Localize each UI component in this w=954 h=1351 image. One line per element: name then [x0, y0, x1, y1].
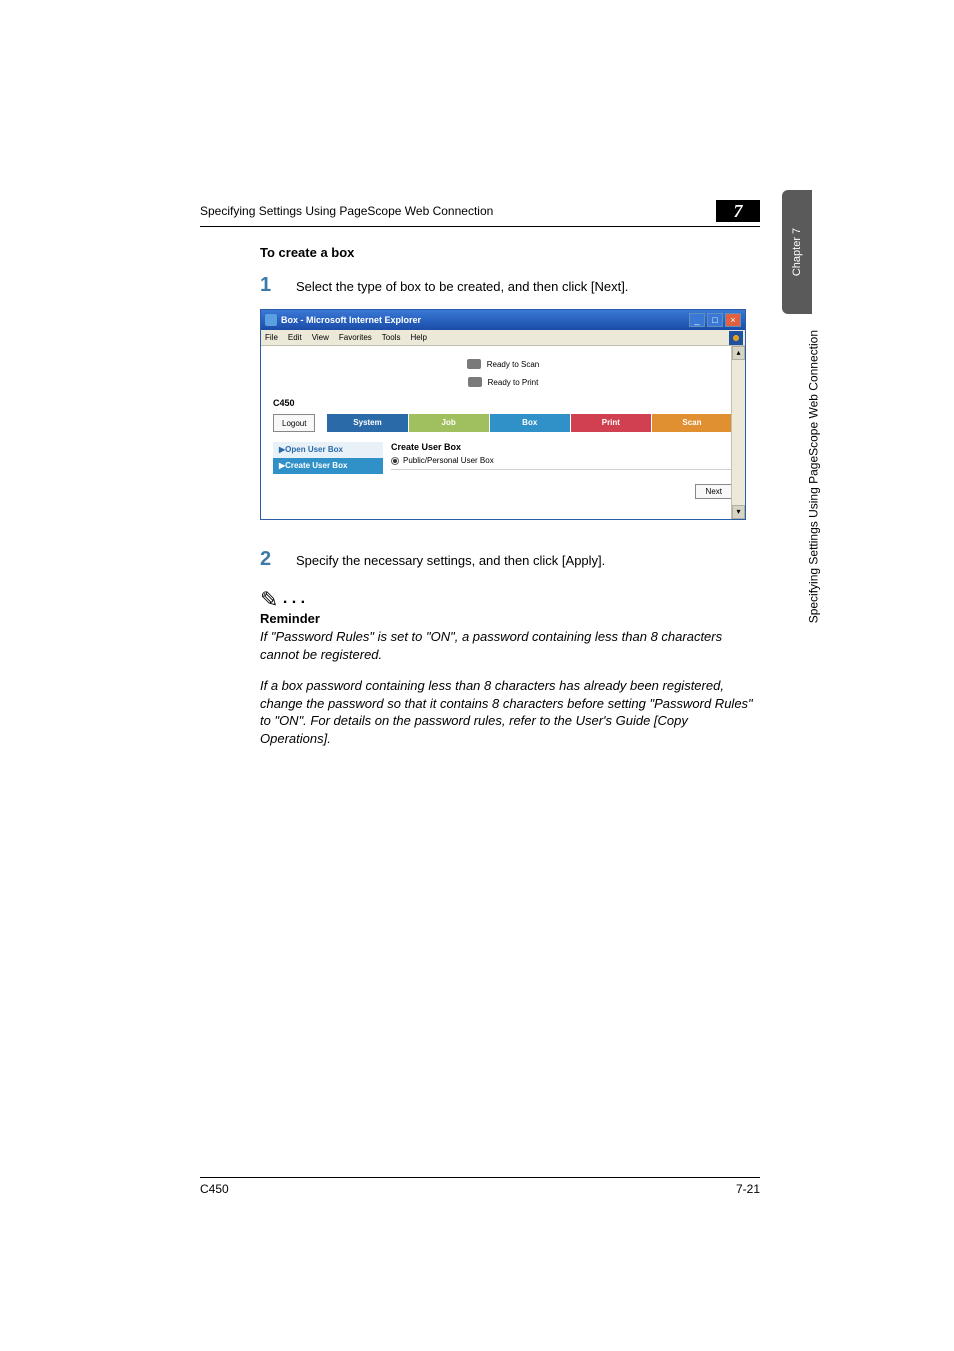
menu-file[interactable]: File — [265, 333, 278, 342]
header-title: Specifying Settings Using PageScope Web … — [200, 204, 716, 218]
side-nav: ▶Open User Box ▶Create User Box — [273, 442, 383, 499]
radio-public-personal[interactable]: Public/Personal User Box — [391, 456, 733, 465]
section-heading: To create a box — [260, 245, 760, 260]
main-pane: Create User Box Public/Personal User Box… — [383, 442, 733, 499]
next-button[interactable]: Next — [695, 484, 733, 499]
page-header: Specifying Settings Using PageScope Web … — [200, 200, 760, 227]
logout-button[interactable]: Logout — [273, 414, 315, 432]
chapter-side-tab-text: Chapter 7 — [791, 202, 803, 302]
tab-system[interactable]: System — [327, 414, 408, 432]
step-2-number: 2 — [260, 548, 296, 571]
side-vertical-title: Specifying Settings Using PageScope Web … — [806, 330, 820, 623]
menu-view[interactable]: View — [312, 333, 329, 342]
window-title: Box - Microsoft Internet Explorer — [281, 315, 689, 325]
close-button[interactable]: × — [725, 313, 741, 327]
step-2: 2 Specify the necessary settings, and th… — [260, 548, 760, 571]
maximize-button[interactable]: □ — [707, 313, 723, 327]
menu-tools[interactable]: Tools — [382, 333, 401, 342]
divider — [391, 469, 733, 470]
menubar: File Edit View Favorites Tools Help — [261, 330, 745, 346]
tab-job[interactable]: Job — [409, 414, 490, 432]
step-2-text: Specify the necessary settings, and then… — [296, 553, 605, 568]
status-scan: Ready to Scan — [487, 360, 539, 369]
pane-title: Create User Box — [391, 442, 733, 452]
window-controls: _ □ × — [689, 313, 741, 327]
pencil-icon: ✎ — [260, 587, 278, 613]
scanner-icon — [467, 359, 481, 369]
ie-throbber-icon — [729, 331, 743, 345]
device-logo: C450 — [273, 398, 733, 408]
radio-label: Public/Personal User Box — [403, 456, 494, 465]
minimize-button[interactable]: _ — [689, 313, 705, 327]
tab-print[interactable]: Print — [571, 414, 652, 432]
reminder-heading: Reminder — [260, 611, 760, 626]
tab-scan[interactable]: Scan — [652, 414, 733, 432]
browser-window: Box - Microsoft Internet Explorer _ □ × … — [260, 309, 746, 520]
scrollbar[interactable]: ▴ ▾ — [731, 346, 745, 519]
pencil-dots: . . . — [283, 590, 305, 607]
footer-model: C450 — [200, 1182, 229, 1196]
titlebar: Box - Microsoft Internet Explorer _ □ × — [261, 310, 745, 330]
tab-box[interactable]: Box — [490, 414, 571, 432]
menu-help[interactable]: Help — [410, 333, 426, 342]
printer-icon — [468, 377, 482, 387]
menu-edit[interactable]: Edit — [288, 333, 302, 342]
chapter-side-tab: Chapter 7 — [782, 190, 812, 314]
step-1-number: 1 — [260, 274, 296, 297]
browser-content: Ready to Scan Ready to Print C450 Logout… — [261, 346, 745, 519]
chapter-badge: 7 — [716, 200, 760, 222]
menu-favorites[interactable]: Favorites — [339, 333, 372, 342]
radio-icon[interactable] — [391, 457, 399, 465]
sidenav-create-user-box[interactable]: ▶Create User Box — [273, 458, 383, 474]
reminder-paragraph-2: If a box password containing less than 8… — [260, 677, 760, 747]
reminder-paragraph-1: If "Password Rules" is set to "ON", a pa… — [260, 628, 760, 663]
scroll-down-icon[interactable]: ▾ — [732, 505, 745, 519]
reminder-block: ✎ . . . Reminder If "Password Rules" is … — [200, 583, 760, 747]
status-area: Ready to Scan Ready to Print — [273, 356, 733, 392]
scroll-up-icon[interactable]: ▴ — [732, 346, 745, 360]
sidenav-open-user-box[interactable]: ▶Open User Box — [273, 442, 383, 458]
step-1: 1 Select the type of box to be created, … — [260, 274, 760, 297]
ie-icon — [265, 314, 277, 326]
page-footer: C450 7-21 — [200, 1177, 760, 1196]
nav-tabs: Logout System Job Box Print Scan — [273, 414, 733, 432]
status-print: Ready to Print — [488, 378, 539, 387]
step-1-text: Select the type of box to be created, an… — [296, 279, 628, 294]
footer-page: 7-21 — [736, 1182, 760, 1196]
